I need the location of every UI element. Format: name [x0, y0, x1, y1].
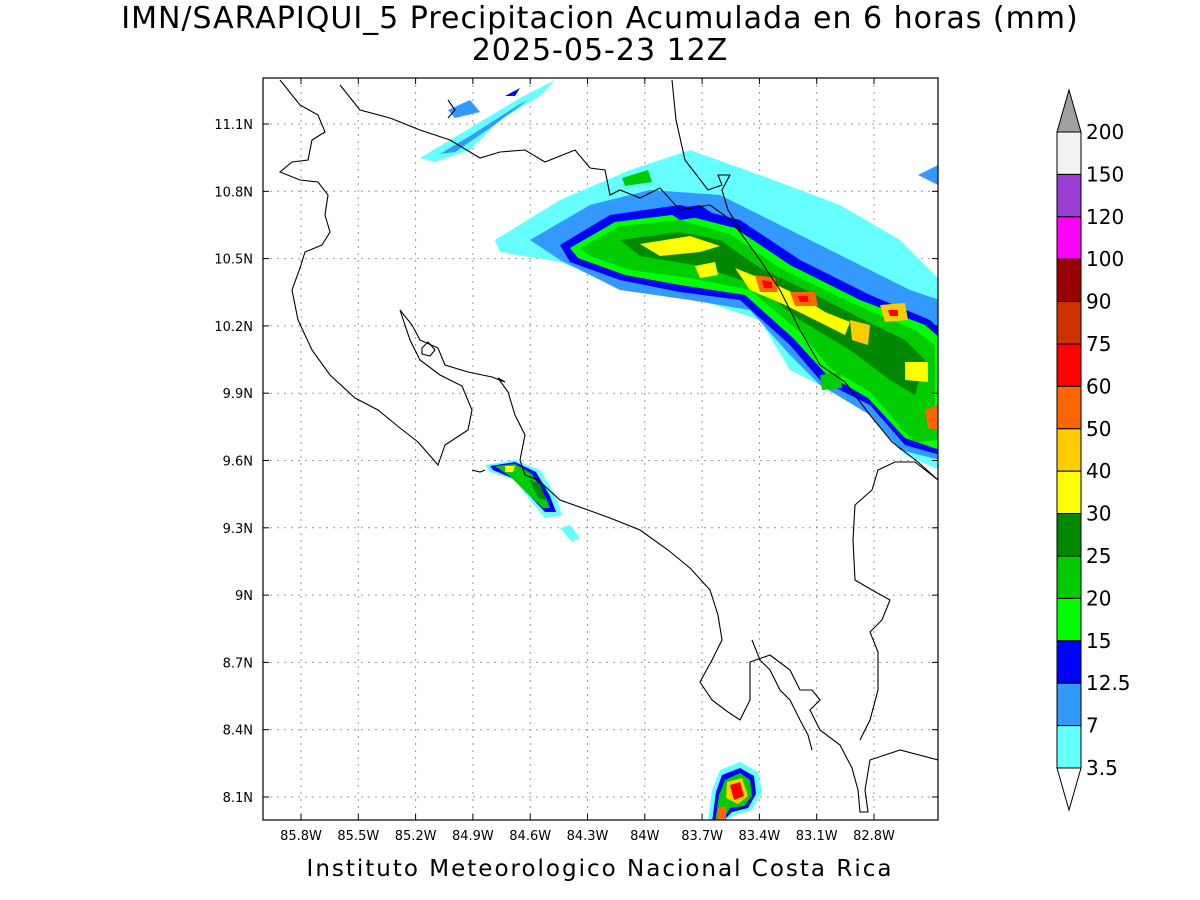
colorbar-level-label: 50 — [1086, 417, 1111, 441]
lon-tick-label: 83.7W — [681, 829, 723, 844]
lat-tick-label: 9.3N — [223, 522, 253, 537]
map-grid — [263, 78, 938, 820]
colorbar-level-label: 20 — [1086, 586, 1111, 610]
colorbar-swatch — [1056, 216, 1082, 260]
map-frame — [262, 77, 939, 821]
lat-tick-label: 11.1N — [214, 118, 253, 133]
tick-marks — [263, 78, 938, 820]
lat-tick-label: 8.1N — [223, 791, 253, 806]
lat-tick-label: 10.5N — [214, 253, 253, 268]
coastlines — [278, 79, 938, 813]
colorbar: 200 150 120 100 90 75 60 50 40 30 25 20 15 12.5 7 3.5 — [1056, 88, 1131, 812]
lon-tick-label: 85.2W — [395, 829, 437, 844]
colorbar-level-label: 75 — [1086, 332, 1111, 356]
lat-tick-label: 9.9N — [223, 387, 253, 402]
lon-tick-label: 83.4W — [738, 829, 780, 844]
colorbar-level-label: 40 — [1086, 459, 1111, 483]
colorbar-swatch — [1056, 428, 1082, 472]
longitude-labels: 85.8W 85.5W 85.2W 84.9W 84.6W 84.3W 84W 83.7W 83… — [280, 829, 895, 844]
colorbar-swatch — [1056, 555, 1082, 599]
precip-north-band — [420, 80, 555, 162]
lat-tick-label: 10.2N — [214, 320, 253, 335]
lat-tick-label: 10.8N — [214, 185, 253, 200]
colorbar-swatch — [1056, 513, 1082, 557]
colorbar-max-triangle — [1056, 88, 1082, 133]
colorbar-swatch — [1056, 258, 1082, 303]
colorbar-swatch — [1056, 131, 1082, 175]
colorbar-level-label: 15 — [1086, 629, 1111, 653]
colorbar-level-label: 150 — [1086, 162, 1124, 186]
map-footer-credit: Instituto Meteorologico Nacional Costa R… — [306, 856, 894, 882]
colorbar-level-label: 7 — [1086, 714, 1099, 738]
lat-tick-label: 9.6N — [223, 455, 253, 470]
colorbar-swatch — [1056, 470, 1082, 515]
precip-field — [420, 80, 938, 820]
precip-main-band — [495, 150, 938, 470]
colorbar-swatch — [1056, 597, 1082, 642]
map-title: IMN/SARAPIQUI_5 Precipitacion Acumulada … — [121, 1, 1079, 36]
lon-tick-label: 84W — [630, 829, 660, 844]
colorbar-level-label: 200 — [1086, 120, 1124, 144]
colorbar-level-label: 12.5 — [1086, 671, 1131, 695]
colorbar-level-label: 120 — [1086, 205, 1124, 229]
lon-tick-label: 84.6W — [509, 829, 551, 844]
colorbar-level-label: 3.5 — [1086, 756, 1118, 780]
map-timestamp: 2025-05-23 12Z — [471, 33, 729, 68]
lon-tick-label: 84.3W — [567, 829, 609, 844]
lat-tick-label: 9N — [235, 589, 253, 604]
precip-west-cell — [485, 460, 580, 542]
colorbar-min-triangle — [1056, 767, 1082, 812]
colorbar-swatch — [1056, 725, 1082, 769]
colorbar-swatch — [1056, 173, 1082, 218]
colorbar-swatch — [1056, 301, 1082, 345]
latitude-labels: 11.1N 10.8N 10.5N 10.2N 9.9N 9.6N 9.3N 9N 8.7N 8.… — [214, 118, 253, 806]
colorbar-level-label: 90 — [1086, 290, 1111, 314]
precip-south-cell — [708, 762, 762, 820]
lon-tick-label: 84.9W — [452, 829, 494, 844]
lat-tick-label: 8.4N — [223, 724, 253, 739]
lat-tick-label: 8.7N — [223, 656, 253, 671]
colorbar-swatch — [1056, 682, 1082, 727]
lon-tick-label: 82.8W — [853, 829, 895, 844]
colorbar-swatch — [1056, 385, 1082, 430]
colorbar-swatch — [1056, 343, 1082, 387]
colorbar-swatch — [1056, 640, 1082, 684]
lon-tick-label: 85.5W — [337, 829, 379, 844]
colorbar-level-label: 25 — [1086, 544, 1111, 568]
colorbar-level-label: 60 — [1086, 374, 1111, 398]
colorbar-level-label: 30 — [1086, 502, 1111, 526]
colorbar-level-label: 100 — [1086, 247, 1124, 271]
lon-tick-label: 85.8W — [280, 829, 322, 844]
lon-tick-label: 83.1W — [796, 829, 838, 844]
